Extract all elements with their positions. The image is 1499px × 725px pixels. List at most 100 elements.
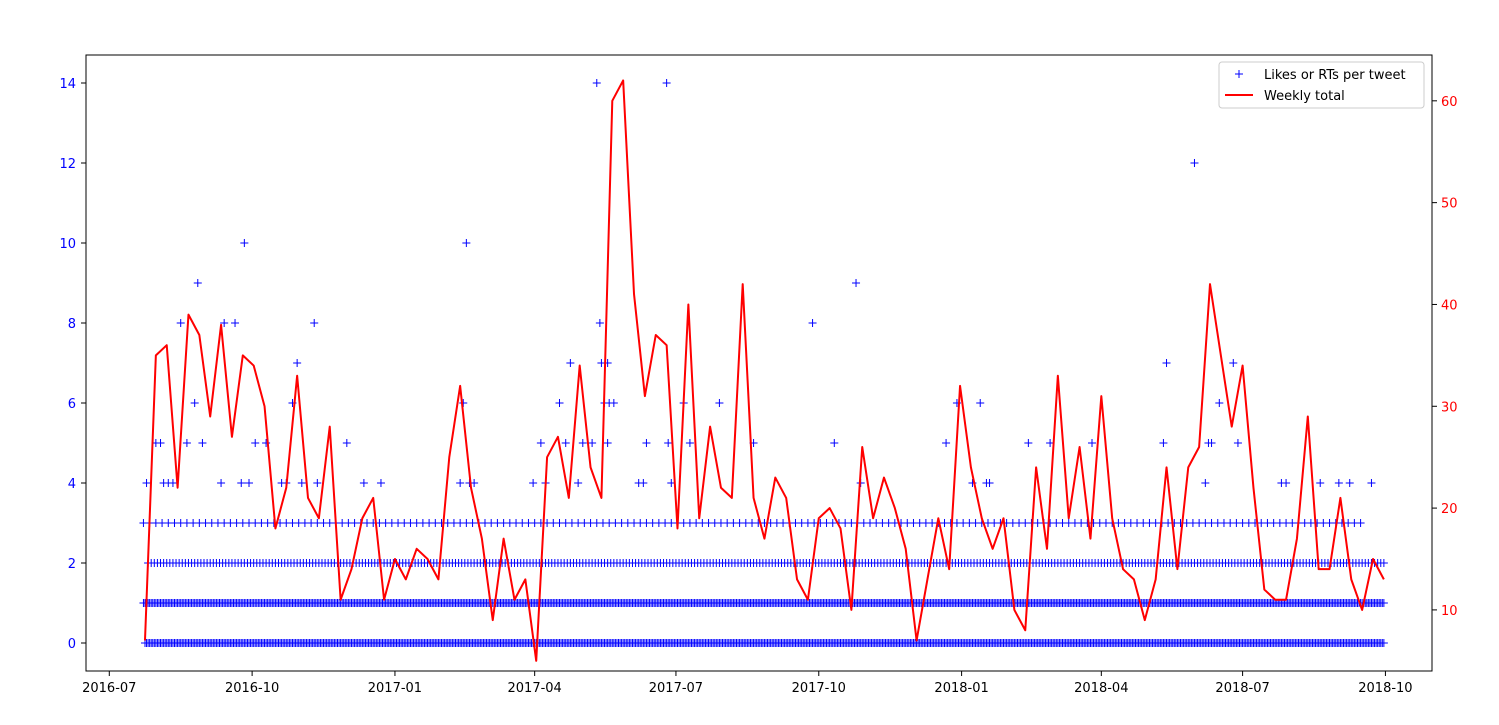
- scatter-point: [1345, 479, 1354, 487]
- scatter-point: [715, 399, 724, 407]
- x-tick-label: 2017-07: [649, 681, 703, 696]
- scatter-point: [359, 479, 368, 487]
- scatter-point: [662, 79, 671, 87]
- scatter-point: [1379, 639, 1388, 647]
- scatter-point: [578, 439, 587, 447]
- x-tick-label: 2018-01: [934, 681, 988, 696]
- scatter-point: [245, 479, 254, 487]
- scatter-point: [1316, 479, 1325, 487]
- y-left-tick-label: 6: [68, 397, 76, 412]
- scatter-point: [664, 439, 673, 447]
- scatter-point: [1379, 599, 1388, 607]
- y-left-tick-label: 14: [59, 77, 76, 92]
- y-right-tick-label: 10: [1441, 604, 1458, 619]
- y-left-tick-label: 2: [68, 557, 76, 572]
- scatter-point: [685, 439, 694, 447]
- axes: 2016-07 2016-10 2017-01 2017-04 2017-07 2017-…: [59, 54, 1458, 696]
- scatter-series: [139, 79, 1388, 647]
- scatter-point: [639, 479, 648, 487]
- x-tick-label: 2016-07: [82, 681, 136, 696]
- scatter-point: [1159, 439, 1168, 447]
- scatter-point: [588, 439, 597, 447]
- scatter-point: [1334, 479, 1343, 487]
- scatter-point: [342, 439, 351, 447]
- y-right-tick-label: 60: [1441, 95, 1458, 110]
- x-tick-label: 2018-10: [1358, 681, 1412, 696]
- y-right-tick-label: 20: [1441, 502, 1458, 517]
- scatter-point: [1379, 559, 1388, 567]
- y-left-tick-label: 12: [59, 157, 76, 172]
- scatter-point: [313, 479, 322, 487]
- scatter-point: [1162, 359, 1171, 367]
- scatter-point: [566, 359, 575, 367]
- x-tick-label: 2017-10: [792, 681, 846, 696]
- scatter-point: [182, 439, 191, 447]
- scatter-point: [176, 319, 185, 327]
- legend-marker-scatter: [1235, 70, 1243, 78]
- scatter-point: [297, 479, 306, 487]
- x-tick-label: 2018-07: [1215, 681, 1269, 696]
- scatter-point: [217, 479, 226, 487]
- legend-box: [1218, 61, 1425, 109]
- x-tick-label: 2017-04: [508, 681, 562, 696]
- scatter-point: [142, 479, 151, 487]
- scatter-point: [456, 479, 465, 487]
- scatter-point: [985, 479, 994, 487]
- scatter-point: [251, 439, 260, 447]
- scatter-point: [592, 79, 601, 87]
- scatter-point: [240, 239, 249, 247]
- scatter-point: [1088, 439, 1097, 447]
- scatter-point: [536, 439, 545, 447]
- scatter-point: [1201, 479, 1210, 487]
- scatter-point: [237, 479, 246, 487]
- scatter-point: [561, 439, 570, 447]
- y-right-tick-label: 40: [1441, 298, 1458, 313]
- y-left-tick-label: 4: [68, 477, 76, 492]
- weekly-total-series: [143, 79, 1385, 662]
- scatter-point: [609, 399, 618, 407]
- scatter-point: [1282, 479, 1291, 487]
- scatter-point: [1356, 519, 1365, 527]
- scatter-point: [1024, 439, 1033, 447]
- scatter-point: [852, 279, 861, 287]
- scatter-point: [808, 319, 817, 327]
- scatter-point: [942, 439, 951, 447]
- scatter-point: [555, 399, 564, 407]
- y-left-tick-label: 0: [68, 637, 76, 652]
- scatter-point: [310, 319, 319, 327]
- weekly-total-line: [143, 79, 1385, 662]
- y-right-tick-label: 50: [1441, 197, 1458, 212]
- scatter-point: [462, 239, 471, 247]
- scatter-point: [193, 279, 202, 287]
- scatter-point: [1367, 479, 1376, 487]
- scatter-point: [603, 439, 612, 447]
- scatter-point: [830, 439, 839, 447]
- scatter-point: [595, 319, 604, 327]
- scatter-point: [1207, 439, 1216, 447]
- y-left-tick-label: 10: [59, 237, 76, 252]
- scatter-point: [168, 479, 177, 487]
- scatter-point: [529, 479, 538, 487]
- scatter-point: [293, 359, 302, 367]
- legend: Likes or RTs per tweet Weekly total: [1218, 61, 1425, 109]
- scatter-point: [1190, 159, 1199, 167]
- scatter-point: [574, 479, 583, 487]
- scatter-point: [190, 399, 199, 407]
- scatter-point: [642, 439, 651, 447]
- y-left-tick-label: 8: [68, 317, 76, 332]
- plot-frame: [85, 54, 1433, 672]
- scatter-point: [1229, 359, 1238, 367]
- scatter-point: [220, 319, 229, 327]
- scatter-point: [231, 319, 240, 327]
- x-tick-label: 2018-04: [1074, 681, 1128, 696]
- scatter-point: [156, 439, 165, 447]
- x-tick-label: 2016-10: [225, 681, 279, 696]
- scatter-point: [376, 479, 385, 487]
- scatter-point: [198, 439, 207, 447]
- scatter-point: [1215, 399, 1224, 407]
- legend-label-line: Weekly total: [1264, 89, 1345, 104]
- y-right-tick-label: 30: [1441, 400, 1458, 415]
- legend-label-scatter: Likes or RTs per tweet: [1264, 68, 1406, 83]
- scatter-point: [1233, 439, 1242, 447]
